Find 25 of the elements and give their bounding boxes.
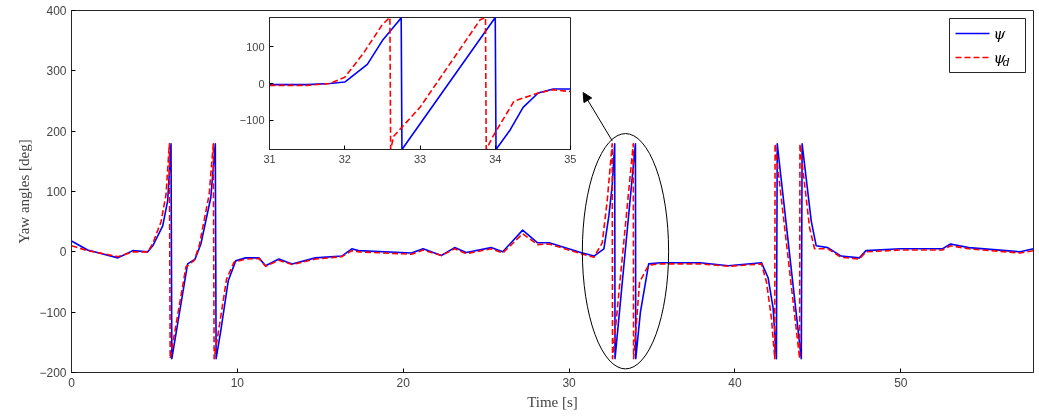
- y-tick-label: 100: [46, 185, 67, 199]
- y-tick-label: −100: [39, 305, 67, 320]
- line-series: [269, 17, 571, 150]
- y-tick-label: 400: [46, 4, 67, 18]
- y-tick-label: 0: [59, 245, 67, 260]
- x-tick-label: 31: [263, 152, 276, 165]
- line-series: [71, 143, 1034, 360]
- x-tick-label: 33: [413, 152, 427, 165]
- y-tick-label: 100: [246, 40, 265, 53]
- x-tick-label: 10: [230, 375, 245, 390]
- y-tick-label: 200: [46, 124, 67, 139]
- x-tick-label: 32: [338, 152, 351, 165]
- x-tick-label: 40: [728, 375, 742, 390]
- x-tick-label: 20: [396, 375, 411, 390]
- legend-label: ψ: [993, 24, 1006, 43]
- x-axis-title: Time [s]: [527, 393, 578, 410]
- y-tick-label: 300: [46, 64, 67, 79]
- y-tick-label: −100: [239, 114, 265, 127]
- x-tick-label: 34: [489, 152, 502, 165]
- x-tick-label: 35: [564, 152, 577, 165]
- x-tick-label: 30: [562, 375, 577, 390]
- x-tick-label: 50: [894, 375, 908, 390]
- y-tick-label: −200: [39, 366, 67, 380]
- y-axis-title: Yaw angles [deg]: [16, 139, 33, 244]
- y-tick-label: 0: [258, 77, 265, 90]
